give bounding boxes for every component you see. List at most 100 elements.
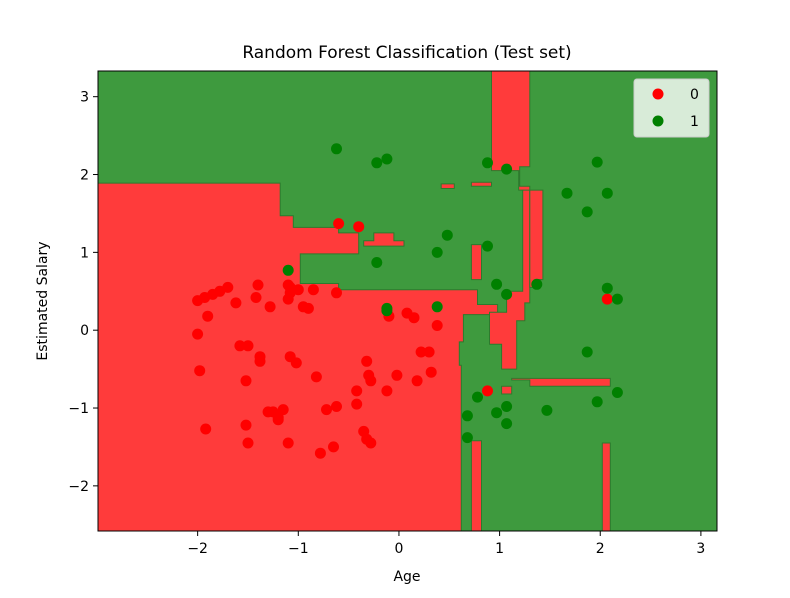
y-axis: −2 −1 0 1 2 3 — [68, 90, 98, 495]
legend: 01 — [633, 78, 710, 138]
region-class-0-7 — [511, 377, 611, 387]
point-class-1 — [491, 407, 503, 419]
point-class-0 — [290, 357, 302, 369]
point-class-1 — [381, 153, 393, 165]
point-class-0 — [331, 401, 342, 412]
legend-label-1: 1 — [690, 114, 699, 130]
point-class-0 — [391, 369, 403, 381]
point-class-1 — [282, 264, 294, 276]
y-axis-label: Estimated Salary — [35, 241, 51, 360]
point-class-0 — [353, 221, 365, 233]
point-class-1 — [611, 387, 623, 398]
point-class-0 — [302, 302, 314, 314]
point-class-1 — [371, 157, 383, 169]
point-class-0 — [202, 310, 214, 322]
x-tick-label: −2 — [187, 541, 208, 557]
point-class-0 — [431, 320, 443, 331]
point-class-1 — [381, 305, 393, 317]
x-axis: −2 −1 0 1 2 3 — [187, 531, 705, 557]
point-class-0 — [328, 441, 339, 453]
point-class-0 — [331, 287, 342, 299]
point-class-0 — [601, 293, 613, 305]
region-class-0-6 — [470, 181, 492, 187]
point-class-1 — [491, 278, 503, 290]
point-class-0 — [200, 423, 212, 435]
point-class-1 — [561, 187, 573, 199]
point-class-0 — [365, 375, 377, 387]
point-class-1 — [461, 410, 473, 422]
y-tick-label: −1 — [68, 401, 89, 417]
point-class-0 — [310, 371, 322, 383]
point-class-0 — [381, 385, 393, 397]
point-class-1 — [501, 288, 513, 300]
point-class-1 — [431, 301, 443, 313]
x-tick-label: 2 — [596, 541, 605, 557]
region-class-0-10 — [601, 442, 611, 531]
point-class-0 — [307, 284, 319, 296]
point-class-1 — [531, 278, 543, 290]
point-class-1 — [581, 346, 593, 358]
point-class-0 — [242, 437, 254, 449]
point-class-0 — [252, 279, 264, 291]
chart-title: Random Forest Classification (Test set) — [242, 43, 571, 63]
point-class-1 — [331, 143, 342, 155]
point-class-1 — [482, 240, 493, 252]
y-tick-label: 3 — [80, 90, 89, 106]
decision-regions — [98, 71, 717, 531]
point-class-1 — [482, 157, 493, 169]
x-tick-label: 1 — [495, 541, 504, 557]
point-class-0 — [254, 355, 266, 367]
point-class-0 — [408, 312, 420, 324]
region-class-0-5 — [440, 183, 455, 189]
region-class-0-4 — [470, 244, 482, 281]
point-class-1 — [601, 282, 613, 294]
plot-frame — [97, 70, 718, 532]
region-class-0-9 — [470, 440, 482, 531]
point-class-1 — [441, 229, 453, 241]
point-class-0 — [242, 340, 254, 352]
point-class-0 — [240, 375, 252, 387]
legend-marker-1 — [652, 115, 664, 127]
point-class-0 — [234, 340, 246, 352]
point-class-0 — [194, 365, 206, 377]
x-tick-label: 0 — [394, 541, 403, 557]
point-class-1 — [461, 432, 473, 444]
point-class-1 — [431, 246, 443, 258]
point-class-0 — [351, 385, 363, 397]
point-class-0 — [240, 419, 252, 431]
point-class-0 — [284, 281, 296, 293]
point-class-1 — [501, 163, 513, 175]
x-tick-label: 3 — [696, 541, 705, 557]
point-class-1 — [501, 418, 513, 430]
point-class-0 — [415, 346, 427, 358]
point-class-1 — [371, 257, 383, 268]
point-class-0 — [361, 355, 373, 367]
point-class-0 — [267, 406, 279, 418]
point-class-0 — [411, 375, 423, 387]
point-class-0 — [423, 346, 435, 358]
point-class-0 — [277, 404, 289, 416]
y-tick-label: 2 — [80, 168, 89, 184]
point-class-0 — [482, 385, 493, 397]
point-class-0 — [282, 437, 294, 449]
point-class-1 — [601, 187, 613, 199]
point-class-1 — [591, 396, 603, 408]
point-class-1 — [501, 401, 513, 412]
region-class-0-1 — [489, 71, 531, 370]
point-class-1 — [591, 156, 603, 168]
y-tick-label: 0 — [80, 323, 89, 339]
legend-marker-0 — [652, 88, 664, 100]
point-class-0 — [192, 328, 204, 340]
y-tick-label: −2 — [68, 479, 89, 495]
point-class-0 — [333, 218, 345, 230]
point-class-0 — [365, 437, 377, 449]
data-points — [192, 143, 623, 459]
point-class-1 — [541, 404, 553, 416]
point-class-0 — [250, 292, 262, 303]
point-class-1 — [472, 391, 483, 403]
region-class-0-8 — [501, 385, 513, 395]
plot-area — [97, 70, 718, 532]
point-class-0 — [425, 366, 437, 378]
